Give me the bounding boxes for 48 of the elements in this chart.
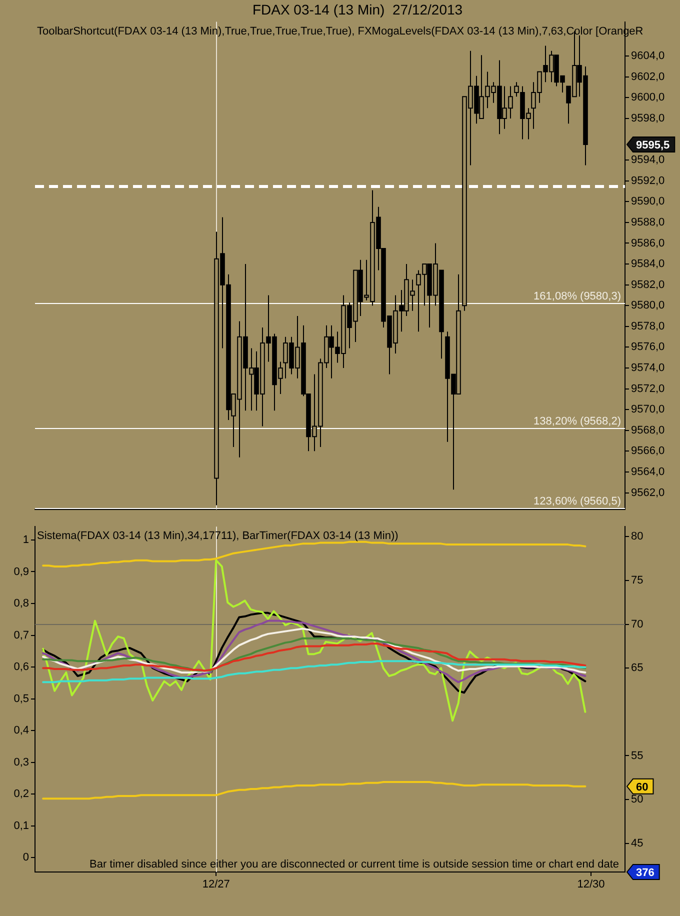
y-tick-label: 0,4 — [14, 724, 29, 737]
y2-tick-label: 75 — [631, 574, 644, 587]
y-tick-label: 9590,0 — [631, 196, 665, 208]
text: 376 — [636, 867, 654, 880]
y-tick-label: 9574,0 — [631, 362, 665, 374]
y2-tick-label: 45 — [631, 837, 644, 850]
y-tick-label: 9588,0 — [631, 216, 665, 228]
y2-tick-label: 70 — [631, 618, 644, 630]
x-tick-label: 12/27 — [202, 878, 230, 891]
y2-tick-label: 80 — [631, 530, 644, 543]
y-tick-label: 0,9 — [14, 566, 29, 578]
y-tick-label: 9600,0 — [631, 92, 665, 104]
y-tick-label: 9604,0 — [631, 50, 665, 62]
y2-tick-label: 65 — [631, 662, 644, 674]
chart-title: FDAX 03-14 (13 Min) 27/12/2013 — [252, 1, 463, 18]
y-tick-label: 0,7 — [14, 629, 29, 642]
text: 9595,5 — [636, 140, 670, 152]
y-tick-label: 9576,0 — [631, 341, 665, 354]
y-tick-label: 9598,0 — [631, 112, 665, 125]
y2-tick-label: 55 — [631, 750, 644, 762]
y-tick-label: 9568,0 — [631, 424, 665, 436]
y-tick-label: 9570,0 — [631, 404, 665, 416]
y-tick-label: 0,3 — [14, 756, 29, 768]
ref-line-label: 161,08% (9580,3) — [534, 290, 621, 303]
y-tick-label: 9562,0 — [631, 486, 665, 499]
y2-tick-label: 50 — [631, 794, 644, 806]
y-tick-label: 9586,0 — [631, 237, 665, 250]
y-tick-label: 9566,0 — [631, 445, 665, 458]
ref-line-label: 138,20% (9568,2) — [534, 416, 621, 428]
y-tick-label: 0,8 — [14, 598, 29, 610]
y-tick-label: 9582,0 — [631, 278, 665, 291]
text: 60 — [636, 781, 648, 794]
y-tick-label: 1 — [22, 534, 29, 546]
y-tick-label: 0,2 — [14, 788, 29, 800]
y-tick-label: 9564,0 — [631, 466, 665, 478]
x-tick-label: 12/30 — [577, 878, 605, 891]
y-tick-label: 0 — [22, 852, 29, 864]
y-tick-label: 0,1 — [14, 820, 29, 832]
y-tick-label: 0,5 — [14, 692, 29, 705]
y-tick-label: 9572,0 — [631, 382, 665, 395]
y-tick-label: 9584,0 — [631, 258, 665, 270]
y-tick-label: 0,6 — [14, 661, 29, 674]
y-tick-label: 9580,0 — [631, 300, 665, 312]
ref-line-label: 123,60% (9560,5) — [534, 496, 621, 508]
y-tick-label: 9594,0 — [631, 154, 665, 166]
y-tick-label: 9602,0 — [631, 70, 665, 83]
y-tick-label: 9592,0 — [631, 174, 665, 187]
y-tick-label: 9578,0 — [631, 320, 665, 332]
